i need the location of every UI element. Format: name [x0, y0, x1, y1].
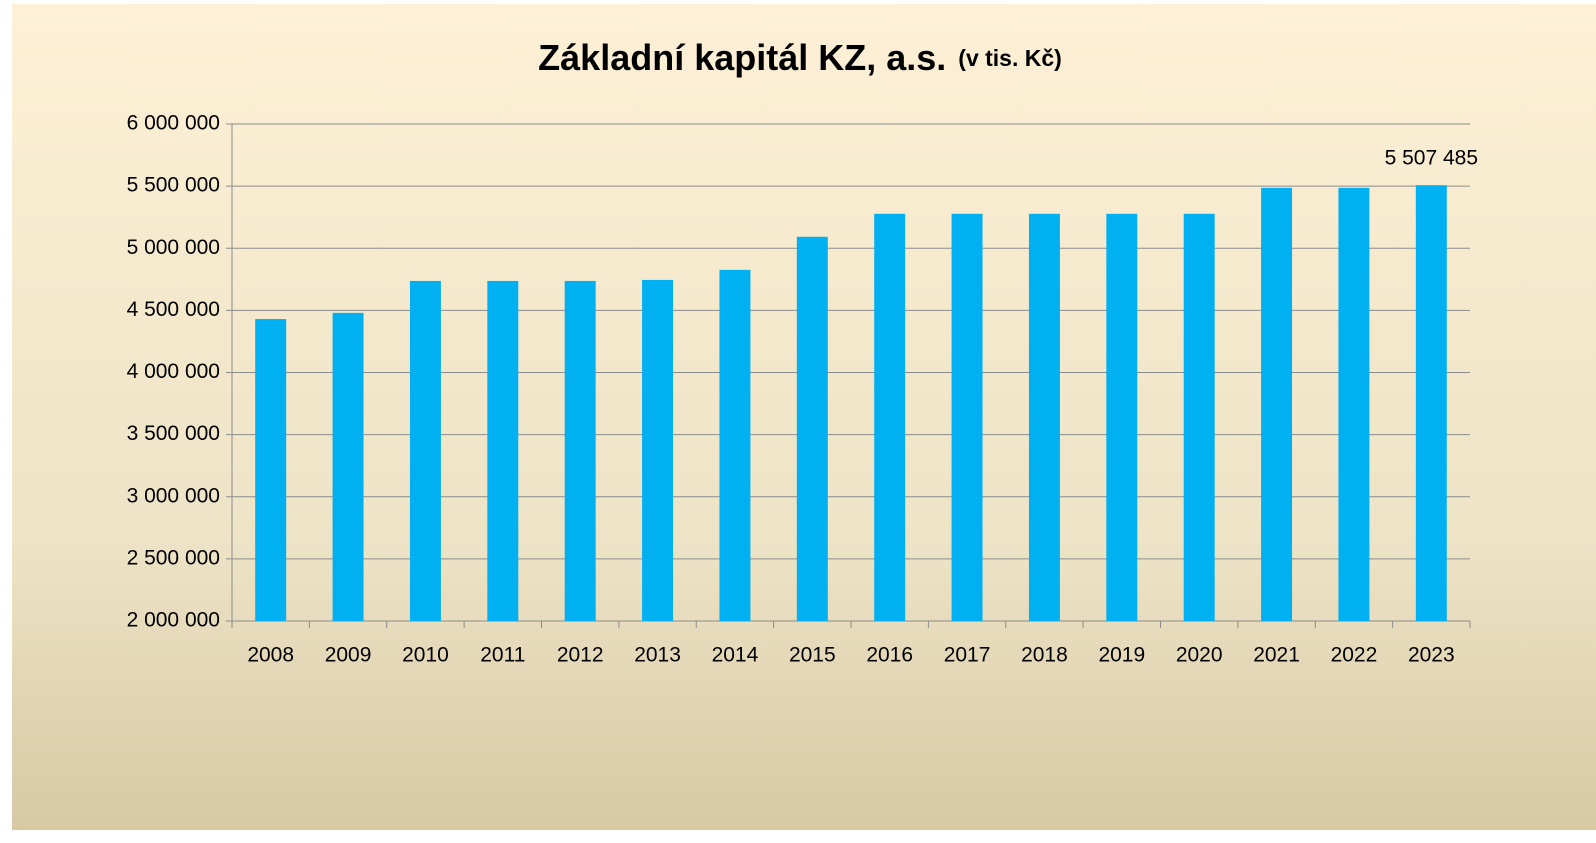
x-tick-label: 2010 — [402, 644, 449, 667]
y-tick-label: 3 500 000 — [127, 422, 220, 445]
bar — [1261, 187, 1293, 621]
x-tick-label: 2019 — [1098, 644, 1145, 667]
bar — [719, 269, 751, 621]
bar — [874, 213, 906, 621]
chart-subtitle: (v tis. Kč) — [958, 45, 1062, 71]
x-tick-label: 2021 — [1253, 644, 1300, 667]
x-tick-label: 2014 — [712, 644, 759, 667]
x-tick-label: 2020 — [1176, 644, 1223, 667]
x-tick-label: 2013 — [634, 644, 681, 667]
bar — [409, 280, 441, 621]
x-tick-label: 2009 — [325, 644, 372, 667]
bar — [1028, 213, 1060, 621]
x-tick-label: 2018 — [1021, 644, 1068, 667]
y-tick-label: 2 000 000 — [127, 609, 220, 632]
x-tick-label: 2017 — [944, 644, 991, 667]
x-tick-label: 2015 — [789, 644, 836, 667]
bar — [255, 319, 287, 621]
chart-title-group: Základní kapitál KZ, a.s. (v tis. Kč) — [538, 37, 1062, 78]
bar — [1183, 213, 1215, 621]
y-tick-label: 5 500 000 — [127, 174, 220, 197]
bar — [1106, 213, 1138, 621]
data-label: 5 507 485 — [1385, 147, 1478, 170]
x-tick-label: 2008 — [247, 644, 294, 667]
bar — [642, 279, 674, 621]
bar — [796, 236, 828, 621]
y-tick-label: 5 000 000 — [127, 236, 220, 259]
x-tick-label: 2011 — [480, 644, 525, 667]
chart-title: Základní kapitál KZ, a.s. — [538, 37, 946, 78]
x-tick-label: 2023 — [1408, 644, 1455, 667]
y-tick-label: 2 500 000 — [127, 546, 220, 569]
bar — [332, 312, 364, 621]
bar — [1415, 185, 1447, 621]
x-tick-label: 2012 — [557, 644, 604, 667]
bar — [1338, 187, 1370, 621]
y-tick-label: 4 500 000 — [127, 298, 220, 321]
x-tick-label: 2016 — [866, 644, 913, 667]
x-tick-label: 2022 — [1331, 644, 1378, 667]
y-tick-label: 3 000 000 — [127, 484, 220, 507]
y-tick-label: 4 000 000 — [127, 360, 220, 383]
bar — [564, 280, 596, 621]
y-tick-label: 6 000 000 — [127, 112, 220, 135]
bar — [487, 280, 519, 621]
bar — [951, 213, 983, 621]
